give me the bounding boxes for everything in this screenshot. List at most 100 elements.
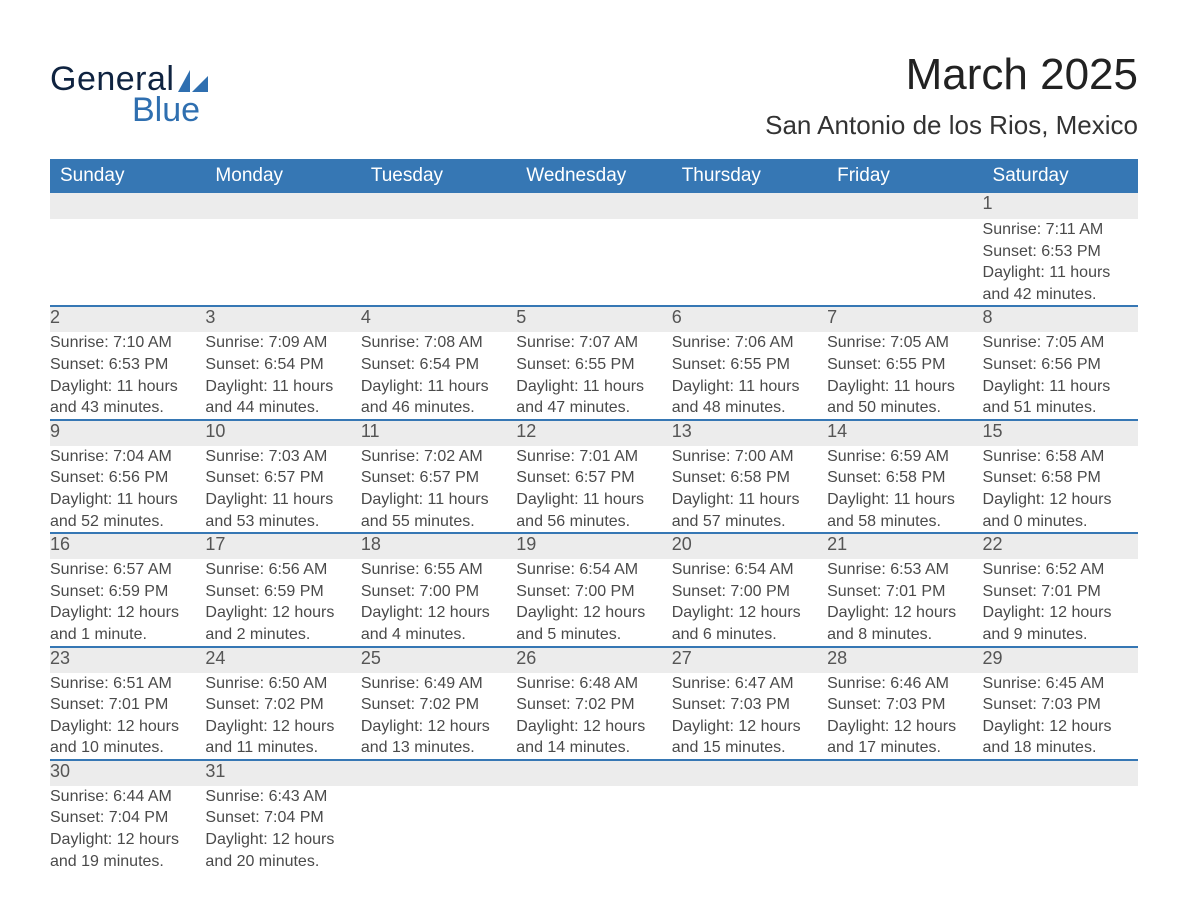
day-detail-cell: Sunrise: 7:04 AMSunset: 6:56 PMDaylight:… [50, 446, 205, 533]
week-daynum-row: 9101112131415 [50, 420, 1138, 446]
day-detail-cell [672, 786, 827, 872]
day-detail-cell: Sunrise: 7:05 AMSunset: 6:55 PMDaylight:… [827, 332, 982, 419]
day-number-cell: 24 [205, 647, 360, 673]
daylight-text: and 57 minutes. [672, 511, 827, 533]
daylight-text: Daylight: 12 hours [50, 716, 205, 738]
weekday-header-row: SundayMondayTuesdayWednesdayThursdayFrid… [50, 159, 1138, 193]
daylight-text: Daylight: 12 hours [827, 716, 982, 738]
sunset-text: Sunset: 7:02 PM [205, 694, 360, 716]
sunrise-text: Sunrise: 6:51 AM [50, 673, 205, 695]
day-number-cell: 20 [672, 533, 827, 559]
day-detail-cell [361, 219, 516, 306]
sunrise-text: Sunrise: 7:01 AM [516, 446, 671, 468]
daylight-text: Daylight: 12 hours [205, 716, 360, 738]
daylight-text: Daylight: 11 hours [361, 489, 516, 511]
week-detail-row: Sunrise: 7:11 AMSunset: 6:53 PMDaylight:… [50, 219, 1138, 306]
daylight-text: Daylight: 12 hours [983, 489, 1138, 511]
daylight-text: and 10 minutes. [50, 737, 205, 759]
day-detail-cell: Sunrise: 6:49 AMSunset: 7:02 PMDaylight:… [361, 673, 516, 760]
sunset-text: Sunset: 7:00 PM [361, 581, 516, 603]
daylight-text: and 17 minutes. [827, 737, 982, 759]
day-number-cell: 29 [983, 647, 1138, 673]
day-number-cell [361, 193, 516, 219]
day-detail-cell [672, 219, 827, 306]
day-number-cell: 4 [361, 306, 516, 332]
sunrise-text: Sunrise: 6:54 AM [516, 559, 671, 581]
daylight-text: and 43 minutes. [50, 397, 205, 419]
sunset-text: Sunset: 6:53 PM [50, 354, 205, 376]
sunset-text: Sunset: 7:00 PM [516, 581, 671, 603]
daylight-text: Daylight: 12 hours [983, 602, 1138, 624]
sunrise-text: Sunrise: 6:55 AM [361, 559, 516, 581]
daylight-text: Daylight: 11 hours [205, 489, 360, 511]
daylight-text: and 52 minutes. [50, 511, 205, 533]
daylight-text: and 51 minutes. [983, 397, 1138, 419]
daylight-text: and 8 minutes. [827, 624, 982, 646]
sunset-text: Sunset: 6:57 PM [516, 467, 671, 489]
day-number-cell [516, 193, 671, 219]
daylight-text: Daylight: 11 hours [672, 376, 827, 398]
day-detail-cell: Sunrise: 7:00 AMSunset: 6:58 PMDaylight:… [672, 446, 827, 533]
day-number-cell: 12 [516, 420, 671, 446]
daylight-text: and 11 minutes. [205, 737, 360, 759]
sunset-text: Sunset: 7:03 PM [827, 694, 982, 716]
daylight-text: and 55 minutes. [361, 511, 516, 533]
day-number-cell: 5 [516, 306, 671, 332]
sunset-text: Sunset: 6:54 PM [205, 354, 360, 376]
sunset-text: Sunset: 7:01 PM [983, 581, 1138, 603]
day-number-cell: 14 [827, 420, 982, 446]
daylight-text: Daylight: 12 hours [516, 716, 671, 738]
day-number-cell [672, 760, 827, 786]
day-number-cell [672, 193, 827, 219]
sunrise-text: Sunrise: 7:10 AM [50, 332, 205, 354]
day-number-cell: 22 [983, 533, 1138, 559]
week-daynum-row: 23242526272829 [50, 647, 1138, 673]
sunrise-text: Sunrise: 6:49 AM [361, 673, 516, 695]
day-detail-cell: Sunrise: 7:02 AMSunset: 6:57 PMDaylight:… [361, 446, 516, 533]
daylight-text: and 5 minutes. [516, 624, 671, 646]
day-detail-cell: Sunrise: 6:57 AMSunset: 6:59 PMDaylight:… [50, 559, 205, 646]
daylight-text: and 48 minutes. [672, 397, 827, 419]
sunrise-text: Sunrise: 6:54 AM [672, 559, 827, 581]
day-number-cell: 17 [205, 533, 360, 559]
sunset-text: Sunset: 6:56 PM [983, 354, 1138, 376]
day-number-cell: 19 [516, 533, 671, 559]
sunrise-text: Sunrise: 7:02 AM [361, 446, 516, 468]
daylight-text: and 56 minutes. [516, 511, 671, 533]
day-number-cell [983, 760, 1138, 786]
page-title: March 2025 [765, 50, 1138, 100]
day-detail-cell: Sunrise: 6:54 AMSunset: 7:00 PMDaylight:… [672, 559, 827, 646]
header: General Blue March 2025 San Antonio de l… [50, 50, 1138, 141]
day-detail-cell [516, 786, 671, 872]
sunset-text: Sunset: 7:02 PM [516, 694, 671, 716]
weekday-header: Monday [205, 159, 360, 193]
sunrise-text: Sunrise: 7:05 AM [983, 332, 1138, 354]
sunset-text: Sunset: 6:58 PM [672, 467, 827, 489]
day-detail-cell [827, 786, 982, 872]
day-number-cell: 11 [361, 420, 516, 446]
daylight-text: Daylight: 12 hours [361, 716, 516, 738]
sunset-text: Sunset: 7:00 PM [672, 581, 827, 603]
day-number-cell: 26 [516, 647, 671, 673]
sunset-text: Sunset: 6:57 PM [361, 467, 516, 489]
day-detail-cell [205, 219, 360, 306]
day-detail-cell [983, 786, 1138, 872]
day-number-cell [516, 760, 671, 786]
day-detail-cell: Sunrise: 7:09 AMSunset: 6:54 PMDaylight:… [205, 332, 360, 419]
week-daynum-row: 1 [50, 193, 1138, 219]
week-daynum-row: 16171819202122 [50, 533, 1138, 559]
day-number-cell: 10 [205, 420, 360, 446]
sunrise-text: Sunrise: 7:06 AM [672, 332, 827, 354]
daylight-text: Daylight: 11 hours [672, 489, 827, 511]
sunrise-text: Sunrise: 6:46 AM [827, 673, 982, 695]
day-detail-cell: Sunrise: 6:59 AMSunset: 6:58 PMDaylight:… [827, 446, 982, 533]
weekday-header: Wednesday [516, 159, 671, 193]
sunset-text: Sunset: 6:59 PM [50, 581, 205, 603]
sail-icon [178, 70, 208, 92]
sunrise-text: Sunrise: 6:50 AM [205, 673, 360, 695]
day-number-cell: 6 [672, 306, 827, 332]
day-detail-cell: Sunrise: 7:01 AMSunset: 6:57 PMDaylight:… [516, 446, 671, 533]
daylight-text: Daylight: 12 hours [827, 602, 982, 624]
sunset-text: Sunset: 6:57 PM [205, 467, 360, 489]
day-detail-cell: Sunrise: 6:54 AMSunset: 7:00 PMDaylight:… [516, 559, 671, 646]
